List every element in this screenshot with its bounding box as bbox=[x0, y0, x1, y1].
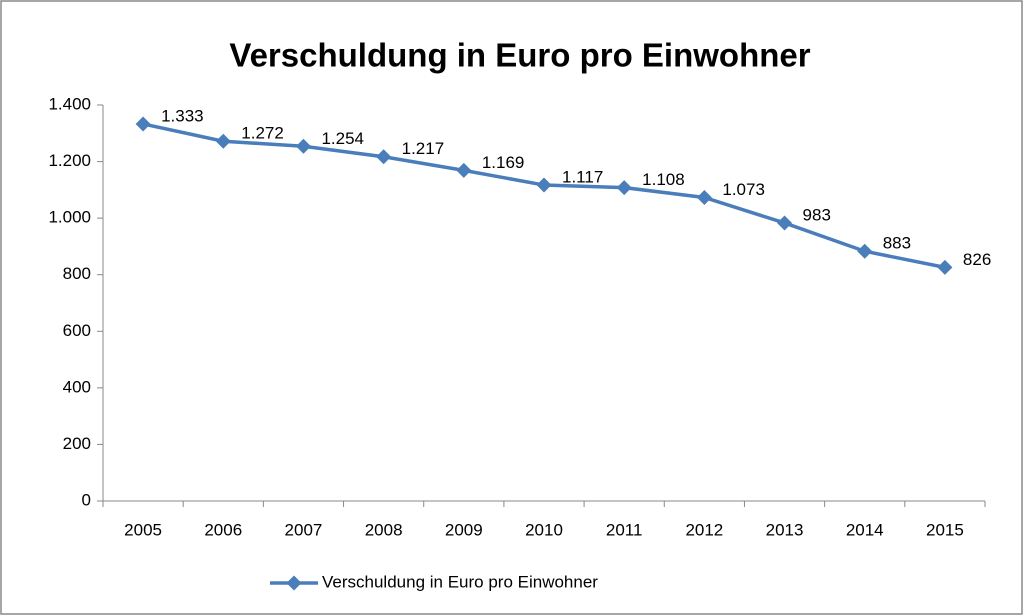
data-marker bbox=[616, 180, 632, 196]
data-marker bbox=[376, 149, 392, 165]
data-label: 1.217 bbox=[402, 139, 445, 158]
data-marker bbox=[456, 162, 472, 178]
x-tick-label: 2014 bbox=[846, 520, 884, 539]
data-marker bbox=[696, 189, 712, 205]
x-tick-label: 2006 bbox=[204, 520, 242, 539]
x-tick-label: 2012 bbox=[685, 520, 723, 539]
data-label: 826 bbox=[963, 250, 991, 269]
x-tick-label: 2013 bbox=[766, 520, 804, 539]
data-label: 1.073 bbox=[722, 180, 765, 199]
y-tick-label: 400 bbox=[63, 377, 91, 396]
data-marker bbox=[215, 133, 231, 149]
data-marker bbox=[777, 215, 793, 231]
x-tick-label: 2009 bbox=[445, 520, 483, 539]
data-marker bbox=[857, 243, 873, 259]
data-label: 1.108 bbox=[642, 170, 685, 189]
y-tick-label: 800 bbox=[63, 264, 91, 283]
y-tick-label: 200 bbox=[63, 434, 91, 453]
data-marker bbox=[937, 259, 953, 275]
y-tick-label: 1.400 bbox=[48, 94, 91, 113]
data-marker bbox=[135, 116, 151, 132]
x-tick-label: 2015 bbox=[926, 520, 964, 539]
data-marker bbox=[295, 138, 311, 154]
data-label: 1.254 bbox=[321, 129, 364, 148]
x-tick-label: 2005 bbox=[124, 520, 162, 539]
y-tick-label: 1.200 bbox=[48, 151, 91, 170]
x-tick-label: 2011 bbox=[606, 520, 643, 539]
data-label: 1.169 bbox=[482, 153, 525, 172]
legend-label: Verschuldung in Euro pro Einwohner bbox=[322, 572, 598, 591]
y-tick-label: 1.000 bbox=[48, 208, 91, 227]
x-tick-label: 2007 bbox=[285, 520, 323, 539]
data-label: 883 bbox=[883, 234, 911, 253]
legend-marker bbox=[286, 575, 302, 591]
data-label: 1.272 bbox=[241, 124, 284, 143]
data-marker bbox=[536, 177, 552, 193]
data-label: 983 bbox=[803, 205, 831, 224]
y-tick-label: 0 bbox=[82, 490, 91, 509]
x-tick-label: 2010 bbox=[525, 520, 563, 539]
x-tick-label: 2008 bbox=[365, 520, 403, 539]
data-label: 1.333 bbox=[161, 106, 204, 125]
y-tick-label: 600 bbox=[63, 321, 91, 340]
chart-title: Verschuldung in Euro pro Einwohner bbox=[229, 37, 810, 74]
data-label: 1.117 bbox=[562, 168, 603, 187]
